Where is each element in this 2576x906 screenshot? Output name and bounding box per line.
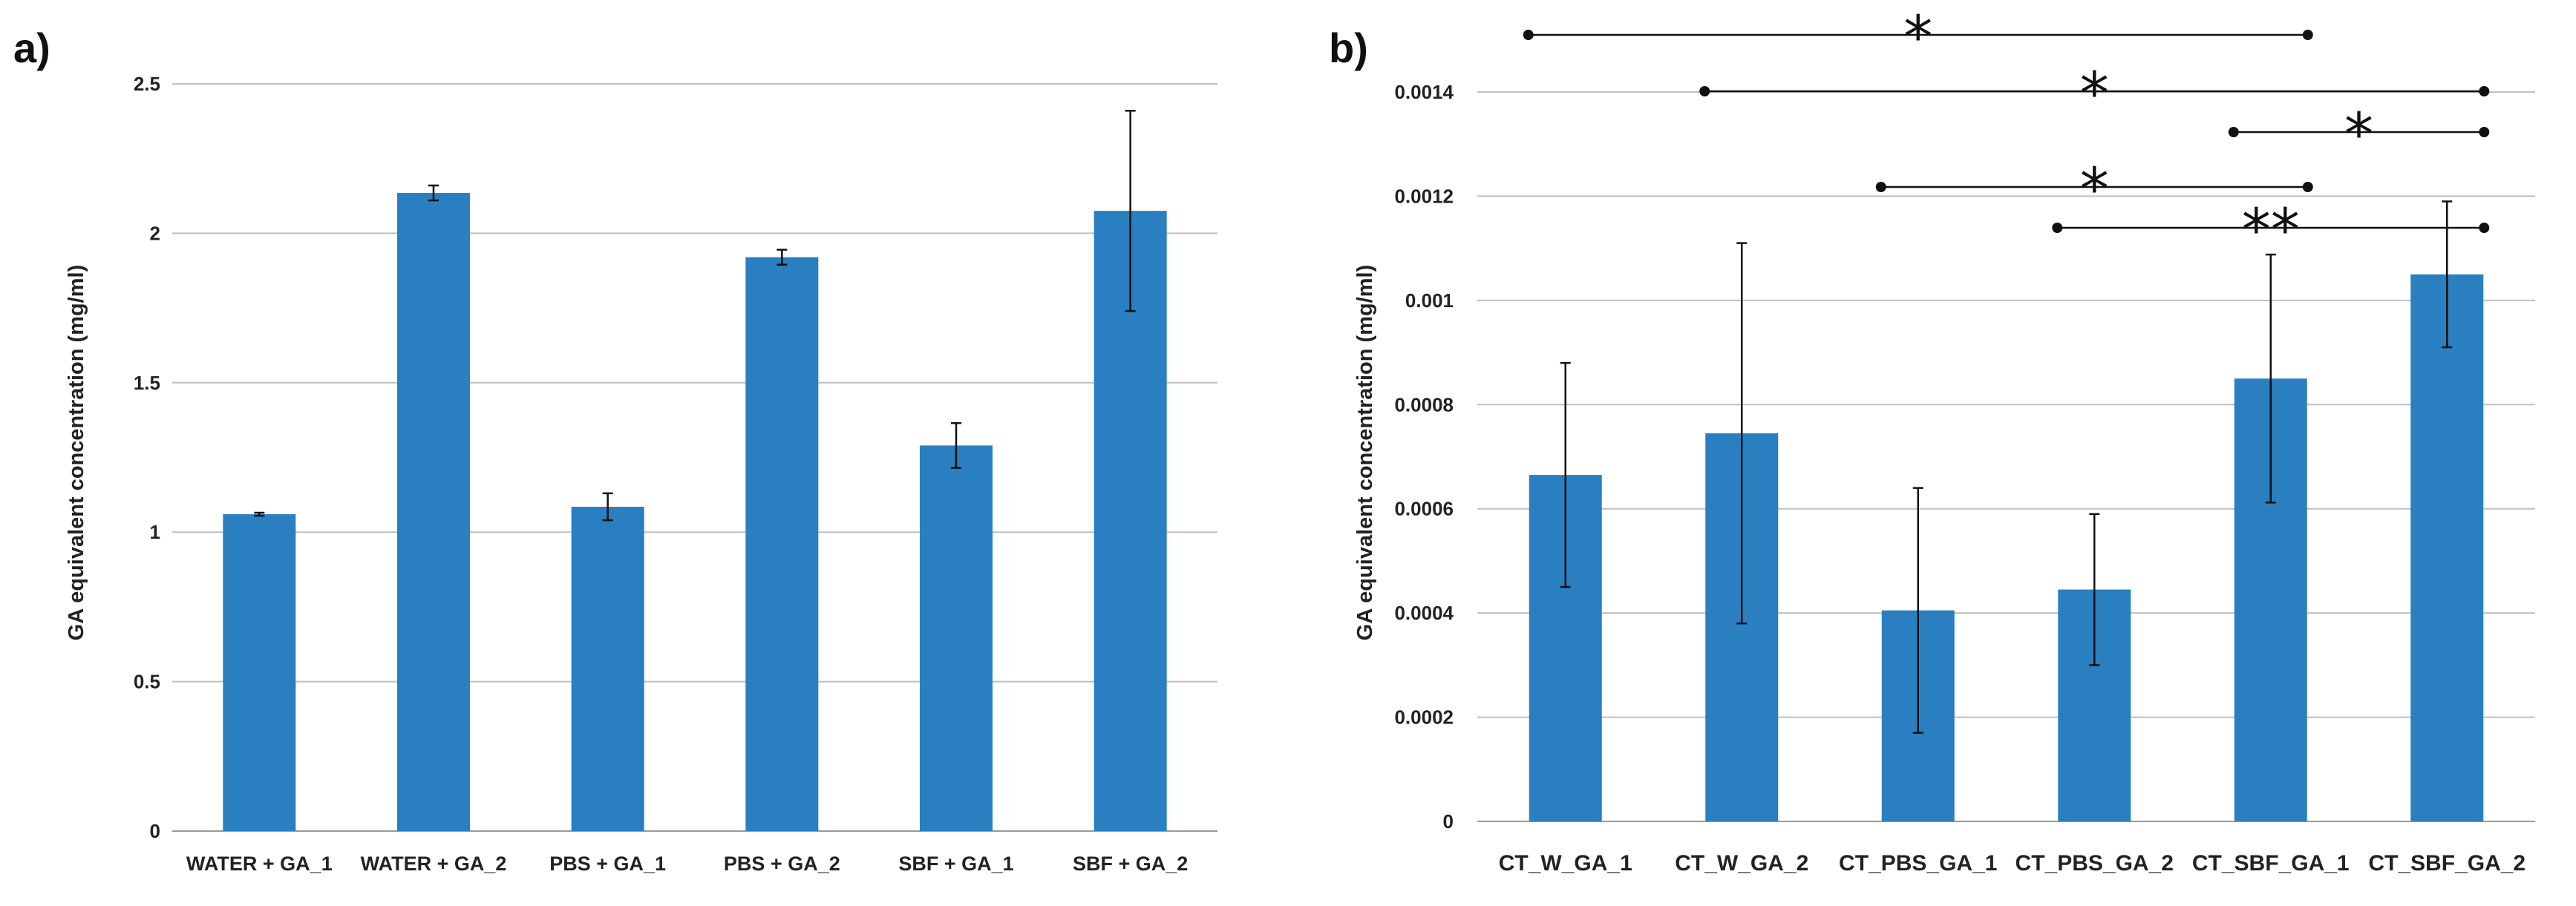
- category-label: PBS + GA_1: [549, 853, 666, 875]
- panel-b-bars: [1529, 274, 2484, 821]
- y-tick-label: 0.0014: [1394, 81, 1454, 103]
- bar-1: [223, 514, 296, 831]
- bar-2: [397, 193, 470, 832]
- significance-star: **: [2242, 197, 2300, 264]
- panel-a-y-ticks: 0 0.5 1 1.5 2 2.5: [134, 73, 160, 842]
- category-label: WATER + GA_2: [361, 853, 507, 875]
- significance-endpoint: [2052, 223, 2063, 233]
- chart-panel-a: a) GA equivalent concentration (mg/ml) 0…: [13, 24, 1217, 875]
- category-label: PBS + GA_2: [724, 853, 840, 875]
- significance-endpoint: [2302, 182, 2313, 192]
- category-label: CT_W_GA_1: [1499, 851, 1632, 876]
- panel-b-category-labels: CT_W_GA_1 CT_W_GA_2 CT_PBS_GA_1 CT_PBS_GA_2…: [1499, 851, 2526, 876]
- y-tick-label: 1.5: [134, 372, 160, 394]
- y-tick-label: 1: [150, 521, 160, 543]
- y-tick-label: 0.0006: [1394, 498, 1454, 520]
- panel-b-error-bars: [1560, 200, 2453, 734]
- y-tick-label: 2.5: [134, 73, 160, 95]
- panel-a-error-bars: [254, 110, 1136, 522]
- category-label: CT_PBS_GA_1: [1839, 851, 1997, 876]
- significance-endpoint: [1875, 182, 1886, 192]
- significance-star: *: [2080, 157, 2109, 223]
- panel-a-bars: [223, 193, 1167, 832]
- y-tick-label: 0.5: [134, 671, 160, 693]
- category-label: CT_PBS_GA_2: [2016, 851, 2174, 876]
- panel-a-label: a): [13, 24, 50, 71]
- significance-endpoint: [1699, 86, 1710, 96]
- significance-star: *: [2344, 102, 2373, 168]
- y-tick-label: 0.0002: [1394, 706, 1454, 729]
- significance-star: *: [2080, 61, 2109, 128]
- panel-b-gridlines: [1477, 91, 2535, 822]
- bar-4: [745, 257, 819, 831]
- y-tick-label: 0: [1443, 810, 1454, 833]
- significance-endpoint: [1523, 30, 1534, 40]
- panel-b-y-axis-label: GA equivalent concentration (mg/ml): [1353, 265, 1377, 640]
- y-tick-label: 0.001: [1405, 289, 1454, 312]
- y-tick-label: 0.0008: [1394, 393, 1454, 416]
- panel-b-y-ticks: 0 0.0002 0.0004 0.0006 0.0008 0.001 0.0012 0.00…: [1394, 81, 1454, 833]
- category-label: SBF + GA_2: [1073, 853, 1188, 875]
- y-tick-label: 2: [150, 222, 160, 244]
- category-label: SBF + GA_1: [898, 853, 1013, 875]
- chart-panel-b: b) GA equivalent concentration (mg/ml) 0…: [1329, 4, 2535, 876]
- bar-6: [1094, 211, 1167, 831]
- y-tick-label: 0.0004: [1394, 602, 1454, 624]
- bar-6: [2410, 274, 2484, 821]
- y-tick-label: 0.0012: [1394, 185, 1454, 207]
- panel-b-label: b): [1329, 24, 1368, 71]
- significance-endpoint: [2479, 86, 2490, 96]
- panel-a-gridlines: [172, 83, 1217, 832]
- significance-endpoint: [2479, 223, 2490, 233]
- panel-a-category-labels: WATER + GA_1 WATER + GA_2 PBS + GA_1 PBS + …: [186, 853, 1188, 875]
- category-label: WATER + GA_1: [186, 853, 333, 875]
- significance-star: *: [1903, 4, 1932, 71]
- panel-a-y-axis-label: GA equivalent concentration (mg/ml): [65, 265, 88, 640]
- category-label: CT_SBF_GA_2: [2368, 851, 2526, 876]
- bar-5: [920, 445, 993, 831]
- category-label: CT_W_GA_2: [1675, 851, 1808, 876]
- bar-3: [571, 506, 644, 831]
- y-tick-label: 0: [150, 820, 160, 842]
- significance-endpoint: [2302, 30, 2313, 40]
- category-label: CT_SBF_GA_1: [2192, 851, 2350, 876]
- panel-b-significance-brackets: ******: [1523, 4, 2490, 264]
- significance-endpoint: [2479, 127, 2490, 137]
- significance-endpoint: [2228, 127, 2239, 137]
